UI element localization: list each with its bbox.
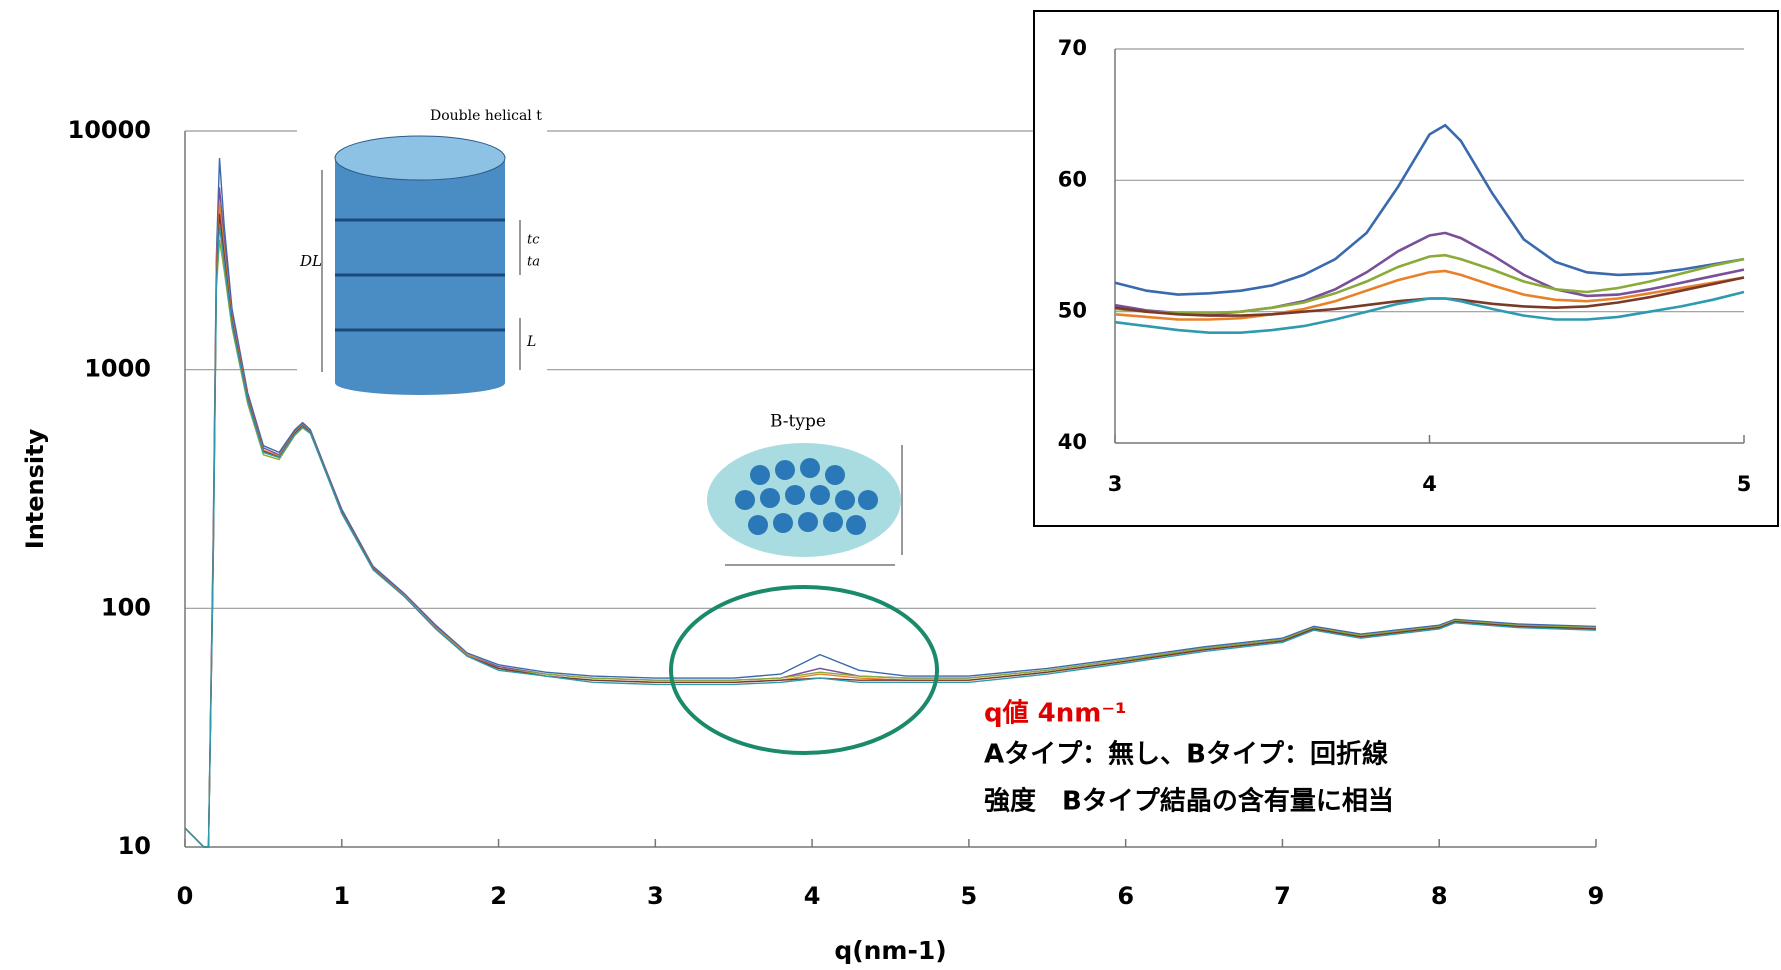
- y-tick-label: 1000: [84, 355, 151, 383]
- x-tick-label: 4: [804, 882, 821, 910]
- annotation: q値 4nm⁻¹: [984, 699, 1126, 729]
- annotation: Aタイプ：無し、Bタイプ：回折線: [984, 739, 1388, 770]
- y-tick-label: 50: [1058, 299, 1087, 323]
- x-tick-label: 1: [333, 882, 350, 910]
- inset-frame: [1034, 11, 1778, 526]
- y-tick-label: 10000: [68, 116, 152, 144]
- page: 10 100 1000 10000 0 1 2 3 4 5 6 7 8 9 Intensity q(nm-1)…: [0, 0, 1781, 970]
- y-tick-label: 70: [1058, 36, 1087, 60]
- annotation: ta: [527, 255, 540, 270]
- x-tick-label: 2: [490, 882, 507, 910]
- x-tick-label: 5: [1737, 472, 1752, 496]
- cylinder-body: [335, 158, 505, 383]
- annotation: 強度 Bタイプ結晶の含有量に相当: [984, 786, 1394, 817]
- x-tick-label: 3: [1108, 472, 1123, 496]
- x-tick-label: 7: [1274, 882, 1291, 910]
- y-axis-label: Intensity: [21, 428, 49, 549]
- y-tick-label: 40: [1058, 430, 1087, 454]
- y-tick-label: 60: [1058, 167, 1087, 191]
- annotation: Double helical t: [430, 108, 542, 124]
- y-tick-label: 10: [118, 832, 151, 860]
- x-tick-label: 9: [1588, 882, 1605, 910]
- illustrations: Double helical t B-type DL tc ta L: [297, 108, 920, 570]
- x-tick-label: 8: [1431, 882, 1448, 910]
- x-tick-label: 6: [1117, 882, 1134, 910]
- x-tick-label: 5: [961, 882, 978, 910]
- annotation: L: [526, 334, 536, 350]
- cylinder-bottom: [335, 371, 505, 395]
- y-tick-label: 100: [101, 593, 151, 621]
- annotation: B-type: [770, 412, 826, 432]
- annotation: DL: [299, 252, 322, 270]
- x-tick-label: 3: [647, 882, 664, 910]
- cylinder-top: [335, 136, 505, 180]
- inset-plot: 40 50 60 70 3 4 5: [1034, 11, 1778, 526]
- annotation: tc: [527, 233, 540, 248]
- highlight-ellipse: [671, 587, 937, 753]
- chart: 10 100 1000 10000 0 1 2 3 4 5 6 7 8 9 Intensity q(nm-1)…: [0, 0, 1781, 970]
- x-tick-label: 4: [1422, 472, 1437, 496]
- x-axis-label: q(nm-1): [834, 936, 946, 965]
- x-tick-label: 0: [177, 882, 194, 910]
